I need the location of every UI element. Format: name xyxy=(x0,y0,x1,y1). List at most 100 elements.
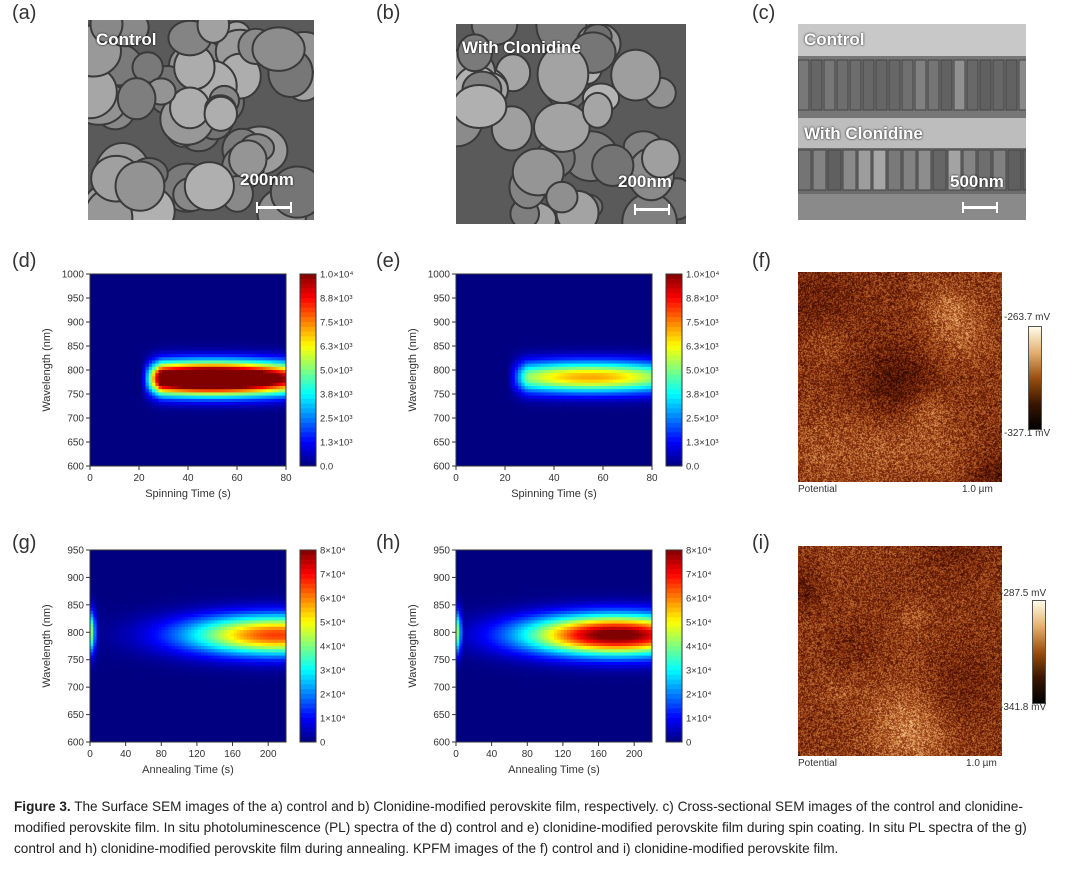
heatmap-cell xyxy=(485,357,490,361)
heatmap-cell xyxy=(276,309,280,313)
heatmap-cell xyxy=(132,382,137,387)
heatmap-cell xyxy=(237,418,241,422)
heatmap-cell xyxy=(99,302,104,307)
heatmap-cell xyxy=(505,392,509,396)
heatmap-cell xyxy=(237,386,241,390)
heatmap-cell xyxy=(465,421,470,425)
heatmap-cell xyxy=(158,338,163,342)
heatmap-cell xyxy=(269,328,274,332)
heatmap-cell xyxy=(181,434,186,438)
heatmap-cell xyxy=(158,443,163,448)
heatmap-cell xyxy=(505,395,509,400)
heatmap-cell xyxy=(214,334,218,339)
heatmap-cell xyxy=(201,366,205,371)
heatmap-cell xyxy=(518,325,522,329)
heatmap-cell xyxy=(256,424,261,428)
heatmap-cell xyxy=(207,437,212,441)
heatmap-cell xyxy=(197,328,202,332)
heatmap-cell xyxy=(155,446,159,451)
heatmap-cell xyxy=(178,456,182,460)
heatmap-cell xyxy=(505,408,509,412)
heatmap-cell xyxy=(459,360,463,364)
heatmap-cell xyxy=(155,405,159,409)
heatmap-cell xyxy=(253,398,257,403)
heatmap-cell xyxy=(194,302,199,307)
heatmap-cell xyxy=(214,328,218,332)
heatmap-cell xyxy=(116,434,120,438)
heatmap-cell xyxy=(488,408,493,412)
heatmap-cell xyxy=(276,402,280,406)
heatmap-cell xyxy=(488,325,493,329)
heatmap-cell xyxy=(472,360,476,364)
heatmap-cell xyxy=(93,450,97,454)
heatmap-cell xyxy=(253,437,257,441)
heatmap-cell xyxy=(485,402,490,406)
heatmap-cell xyxy=(106,370,110,374)
heatmap-cell xyxy=(129,379,133,384)
heatmap-cell xyxy=(266,453,271,457)
heatmap-cell xyxy=(197,338,202,342)
heatmap-cell xyxy=(155,347,159,352)
heatmap-cell xyxy=(243,398,248,403)
heatmap-cell xyxy=(246,334,251,339)
heatmap-cell xyxy=(122,277,127,281)
heatmap-cell xyxy=(214,370,218,374)
heatmap-cell xyxy=(478,309,483,313)
heatmap-cell xyxy=(214,357,218,361)
heatmap-cell xyxy=(116,334,120,339)
heatmap-cell xyxy=(122,373,127,377)
heatmap-cell xyxy=(243,408,248,412)
heatmap-cell xyxy=(485,331,490,336)
heatmap-cell xyxy=(521,318,525,323)
heatmap-cell xyxy=(475,290,480,294)
heatmap-cell xyxy=(90,280,94,284)
heatmap-cell xyxy=(521,296,525,300)
heatmap-cell xyxy=(233,302,238,307)
heatmap-cell xyxy=(462,309,467,313)
heatmap-cell xyxy=(259,277,264,281)
heatmap-cell xyxy=(191,280,195,284)
heatmap-cell xyxy=(152,296,156,300)
heatmap-cell xyxy=(96,299,101,304)
heatmap-cell xyxy=(508,424,512,428)
heatmap-cell xyxy=(259,363,264,368)
heatmap-cell xyxy=(524,315,529,320)
heatmap-cell xyxy=(524,373,529,377)
heatmap-cell xyxy=(465,286,470,291)
heatmap-cell xyxy=(508,379,512,384)
heatmap-cell xyxy=(259,386,264,390)
heatmap-cell xyxy=(518,318,522,323)
heatmap-cell xyxy=(194,418,199,422)
heatmap-cell xyxy=(472,411,476,416)
heatmap-cell xyxy=(482,456,486,460)
heatmap-cell xyxy=(109,280,114,284)
heatmap-cell xyxy=(214,434,218,438)
heatmap-cell xyxy=(178,434,182,438)
heatmap-cell xyxy=(135,427,140,432)
heatmap-cell xyxy=(272,434,277,438)
heatmap-cell xyxy=(253,430,257,435)
heatmap-cell xyxy=(103,395,107,400)
heatmap-cell xyxy=(223,395,228,400)
heatmap-cell xyxy=(168,366,173,371)
heatmap-cell xyxy=(158,312,163,316)
heatmap-cell xyxy=(485,453,490,457)
heatmap-cell xyxy=(93,306,97,310)
heatmap-cell xyxy=(230,392,235,396)
heatmap-cell xyxy=(155,322,159,326)
heatmap-cell xyxy=(197,453,202,457)
heatmap-cell xyxy=(514,395,519,400)
heatmap-cell xyxy=(90,434,94,438)
heatmap-cell xyxy=(521,357,525,361)
heatmap-cell xyxy=(233,443,238,448)
heatmap-cell xyxy=(521,347,525,352)
heatmap-cell xyxy=(243,382,248,387)
heatmap-cell xyxy=(168,440,173,444)
heatmap-cell xyxy=(142,376,146,380)
heatmap-cell xyxy=(210,299,215,304)
heatmap-cell xyxy=(259,440,264,444)
heatmap-cell xyxy=(475,360,480,364)
heatmap-cell xyxy=(214,315,218,320)
heatmap-cell xyxy=(132,366,137,371)
heatmap-cell xyxy=(155,341,159,345)
